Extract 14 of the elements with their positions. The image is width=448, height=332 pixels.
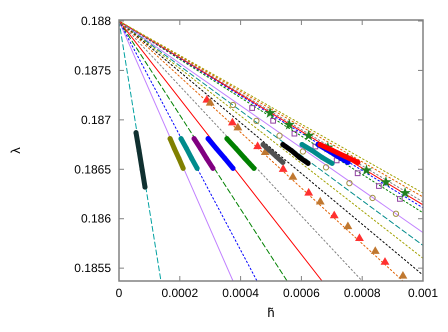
x-axis-title: h̃ xyxy=(267,305,275,320)
x-tick-label: 0 xyxy=(116,286,123,300)
y-tick-label: 0.186 xyxy=(80,212,112,226)
y-tick-label: 0.187 xyxy=(80,112,112,127)
y-axis-title: λ xyxy=(8,146,23,154)
x-tick-label: 0.001 xyxy=(408,286,438,300)
x-tick-label: 0.0004 xyxy=(222,286,260,300)
x-tick-label: 0.0006 xyxy=(283,286,320,300)
y-tick-label: 0.1875 xyxy=(74,63,112,78)
y-tick-label: 0.188 xyxy=(80,14,112,28)
y-tick-label: 0.1865 xyxy=(74,162,112,176)
x-tick-label: 0.0008 xyxy=(344,286,381,300)
y-tick-label: 0.1855 xyxy=(74,261,112,276)
x-tick-label: 0.0002 xyxy=(161,286,198,300)
